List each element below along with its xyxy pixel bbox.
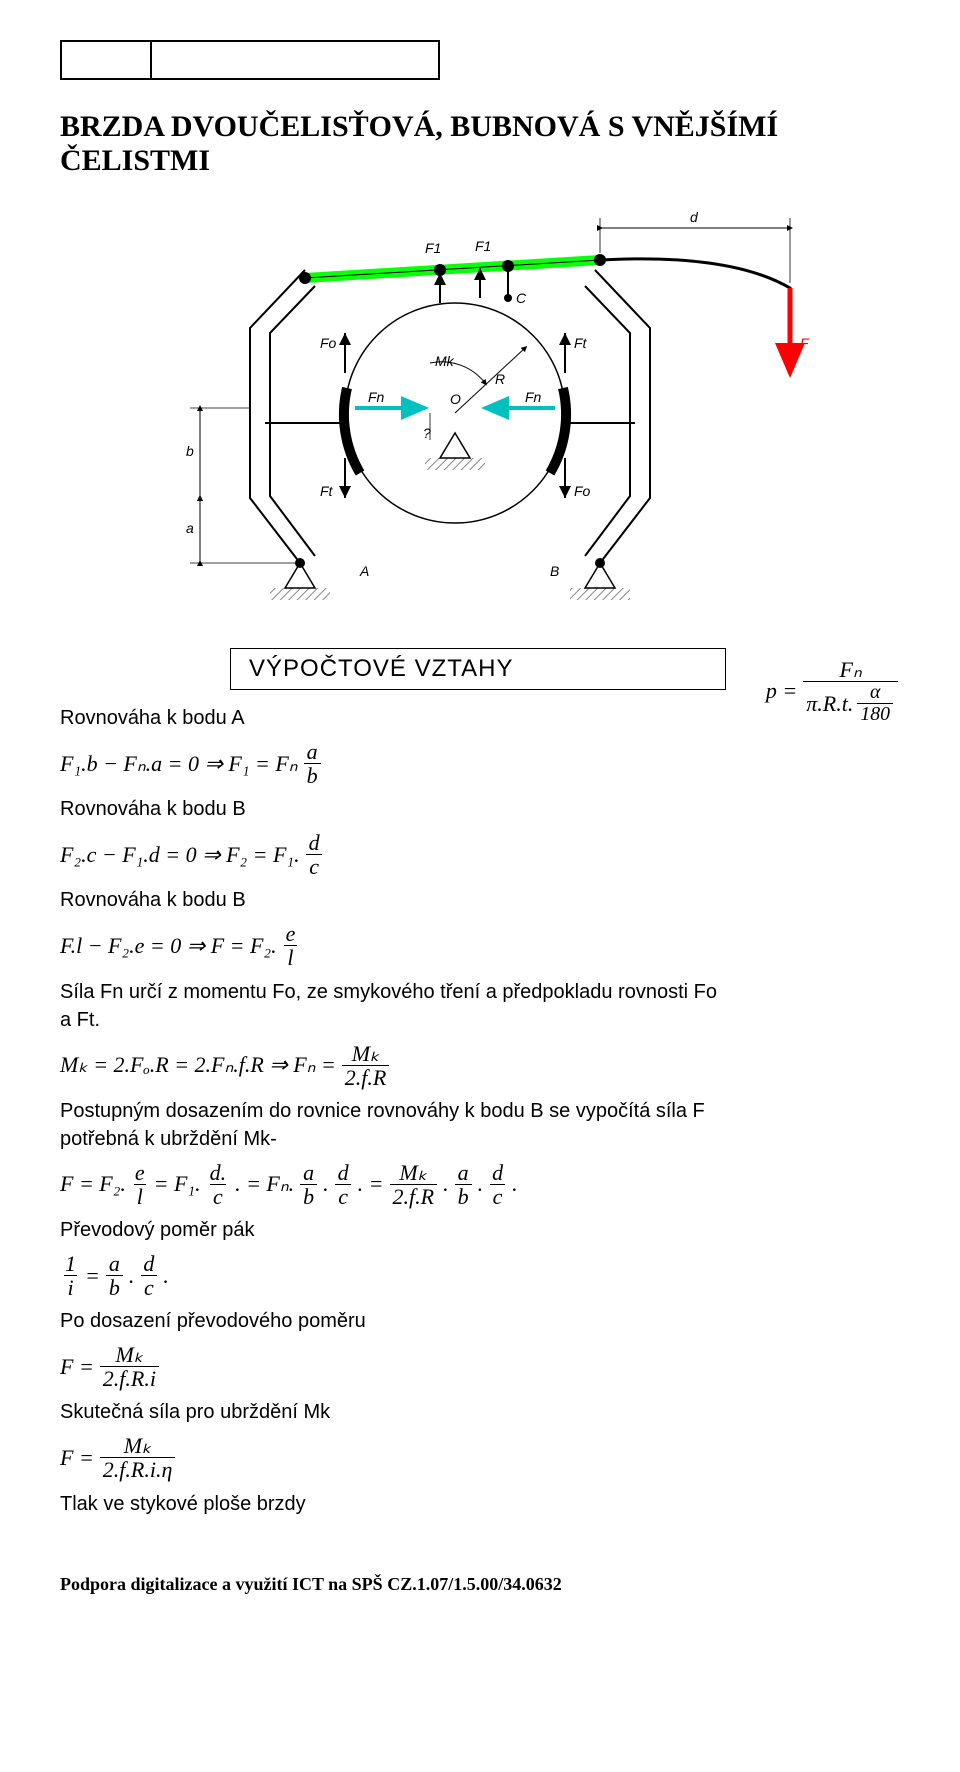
eq-F-eta: F = Mₖ2.f.R.i.η xyxy=(60,1434,726,1481)
diagram-container: F1 F1 C Mk R Fo Ft Fn Fn O ? Ft Fo F A B… xyxy=(60,198,900,618)
content-row: VÝPOČTOVÉ VZTAHY Rovnováha k bodu A F₁.b… xyxy=(60,648,900,1524)
diagram-label: F1 xyxy=(425,240,441,256)
eq-text: F₂.c − F₁.d = 0 ⇒ F₂ = F₁. xyxy=(60,842,300,868)
diagram-label: Ft xyxy=(320,483,334,499)
fraction: a b xyxy=(304,740,321,787)
eq-text: F.l − F₂.e = 0 ⇒ F = F₂. xyxy=(60,933,277,959)
eq-label: Rovnováha k bodu B xyxy=(60,795,726,823)
diagram-label: b xyxy=(186,443,194,459)
diagram-label: Fn xyxy=(368,389,385,405)
eq-label: Síla Fn určí z momentu Fo, ze smykového … xyxy=(60,978,726,1034)
eq-text: F₁.b − Fₙ.a = 0 ⇒ F₁ = Fₙ xyxy=(60,751,298,777)
diagram-label: d xyxy=(690,209,699,225)
diagram-label: Ft xyxy=(574,335,588,351)
footer-text: Podpora digitalizace a využití ICT na SP… xyxy=(60,1574,900,1595)
eq-mk: Mₖ = 2.Fₒ.R = 2.Fₙ.f.R ⇒ Fₙ = Mₖ 2.f.R xyxy=(60,1042,726,1089)
eq-rovB2: F.l − F₂.e = 0 ⇒ F = F₂. e l xyxy=(60,922,726,969)
diagram-label: B xyxy=(550,563,559,579)
eq-label: Tlak ve stykové ploše brzdy xyxy=(60,1490,726,1518)
page-title: BRZDA DVOUČELISŤOVÁ, BUBNOVÁ S VNĚJŠÍMÍ … xyxy=(60,110,900,178)
diagram-label: ? xyxy=(423,425,431,441)
fraction: Mₖ 2.f.R xyxy=(342,1042,390,1089)
diagram-label: F1 xyxy=(475,238,491,254)
fraction: e l xyxy=(283,922,299,969)
diagram-label: R xyxy=(495,371,505,387)
diagram-label: Mk xyxy=(435,353,455,369)
eq-label: Postupným dosazením do rovnice rovnováhy… xyxy=(60,1097,726,1153)
eq-label: Po dosazení převodového poměru xyxy=(60,1307,726,1335)
eq-label: Převodový poměr pák xyxy=(60,1216,726,1244)
diagram-label: a xyxy=(186,520,194,536)
diagram-label: Fo xyxy=(574,483,591,499)
diagram-label: O xyxy=(450,391,461,407)
header-box xyxy=(60,40,440,80)
eq-rovA: F₁.b − Fₙ.a = 0 ⇒ F₁ = Fₙ a b xyxy=(60,740,726,787)
eq-rovB1: F₂.c − F₁.d = 0 ⇒ F₂ = F₁. d c xyxy=(60,831,726,878)
diagram-label: Fn xyxy=(525,389,542,405)
eq-label: Rovnováha k bodu A xyxy=(60,704,726,732)
diagram-label: Fo xyxy=(320,335,337,351)
brake-diagram: F1 F1 C Mk R Fo Ft Fn Fn O ? Ft Fo F A B… xyxy=(130,198,830,618)
equations-column: VÝPOČTOVÉ VZTAHY Rovnováha k bodu A F₁.b… xyxy=(60,648,726,1524)
eq-prevod: 1i = ab . dc . xyxy=(60,1252,726,1299)
eq-label: Rovnováha k bodu B xyxy=(60,886,726,914)
fraction: Fₙ π.R.t. α 180 xyxy=(803,658,898,725)
eq-text: Mₖ = 2.Fₒ.R = 2.Fₙ.f.R ⇒ Fₙ = xyxy=(60,1052,336,1078)
diagram-label: F xyxy=(800,335,810,351)
section-heading: VÝPOČTOVÉ VZTAHY xyxy=(230,648,726,690)
eq-chain: F = F₂. el = F₁. d.c . = Fₙ. ab . dc . =… xyxy=(60,1161,726,1208)
p-formula: p = Fₙ π.R.t. α 180 xyxy=(766,658,900,725)
fraction: d c xyxy=(306,831,323,878)
header-box-cell xyxy=(62,42,152,78)
diagram-label: A xyxy=(359,563,369,579)
diagram-label: C xyxy=(516,290,527,306)
eq-label: Skutečná síla pro ubrždění Mk xyxy=(60,1398,726,1426)
eq-F: F = Mₖ2.f.R.i xyxy=(60,1343,726,1390)
